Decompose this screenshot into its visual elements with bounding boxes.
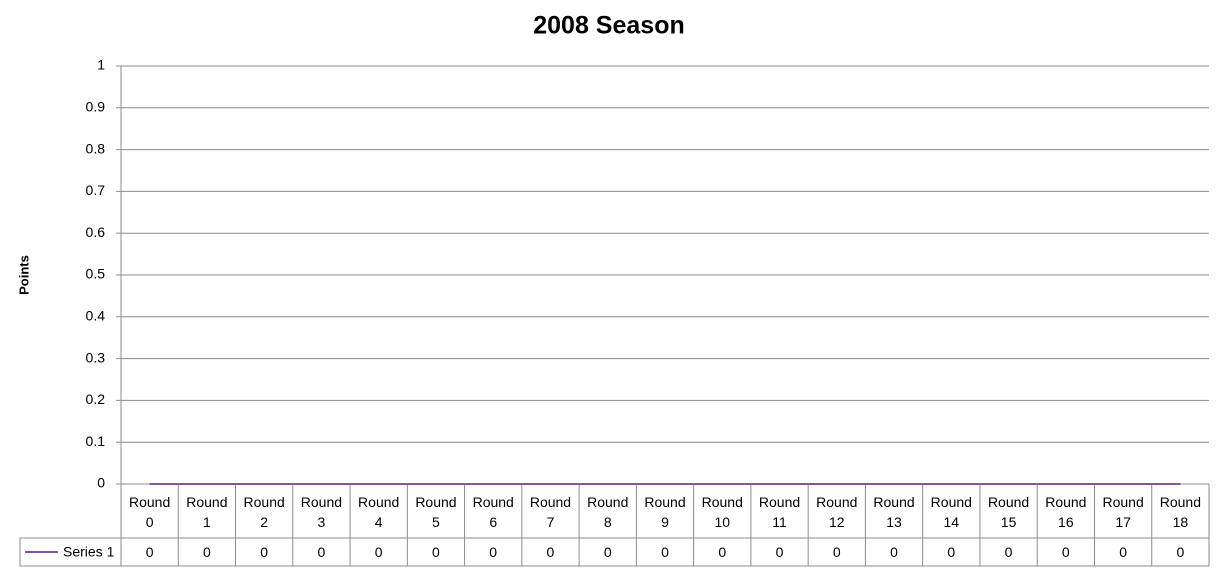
data-table-value-box: 0	[432, 544, 440, 560]
data-table-value: 0	[661, 544, 669, 560]
x-tick-label: Round 1	[186, 494, 228, 530]
x-tick-label: Round 15	[987, 494, 1030, 530]
x-tick-label: Round 17	[1102, 494, 1144, 530]
data-table-value: 0	[603, 544, 612, 560]
x-tick-label: Round 18	[1159, 494, 1201, 530]
data-table-value-box: 0	[775, 544, 784, 560]
x-tick-label: Round 7	[529, 494, 572, 530]
data-table-value: 0	[832, 544, 841, 560]
y-axis-label: Points	[16, 255, 31, 295]
x-tick-label-box: Round 6	[472, 494, 514, 530]
x-tick-label-box: Round 7	[529, 494, 572, 530]
data-table-value-box: 0	[603, 544, 612, 560]
data-table-value: 0	[890, 544, 898, 560]
y-tick-label: 0	[97, 475, 105, 491]
x-tick-label: Round 12	[816, 494, 858, 530]
y-tick-label: 0.8	[86, 140, 106, 156]
data-table-value-box: 0	[260, 544, 269, 560]
data-table-value-box: 0	[890, 544, 898, 560]
data-table-value: 0	[1004, 544, 1013, 560]
data-table-value: 0	[374, 544, 383, 560]
x-tick-label: Round 5	[415, 494, 457, 530]
data-table-value-box: 0	[718, 544, 727, 560]
data-table-value-box: 0	[1061, 544, 1070, 560]
x-tick-label-box: Round 4	[358, 494, 400, 530]
y-tick-label: 0.3	[86, 349, 106, 365]
x-tick-label: Round 4	[358, 494, 400, 530]
y-tick-label: 1	[97, 57, 105, 73]
x-tick-label: Round 2	[243, 494, 285, 530]
x-tick-label-box: Round 5	[415, 494, 457, 530]
x-tick-label-box: Round 9	[644, 494, 686, 530]
x-tick-label: Round 6	[472, 494, 514, 530]
x-tick-label-box: Round 14	[930, 494, 972, 530]
x-tick-label-box: Round 18	[1159, 494, 1201, 530]
y-tick-label: 0.5	[86, 266, 106, 282]
x-tick-label: Round 16	[1045, 494, 1087, 530]
y-tick-label: 0.9	[86, 99, 106, 115]
x-tick-label-box: Round 2	[243, 494, 285, 530]
data-table-value: 0	[317, 544, 326, 560]
data-table-value: 0	[1119, 544, 1127, 560]
x-tick-label-box: Round 16	[1045, 494, 1087, 530]
data-table-value-box: 0	[832, 544, 841, 560]
x-tick-label: Round 10	[701, 494, 743, 530]
x-tick-label: Round 13	[873, 494, 915, 530]
data-table-value-box: 0	[317, 544, 326, 560]
data-table-value: 0	[145, 544, 154, 560]
data-table-value-box: 0	[145, 544, 154, 560]
data-table-value-box: 0	[1176, 544, 1185, 560]
data-table-value: 0	[546, 544, 555, 560]
x-tick-label: Round 0	[129, 494, 171, 530]
x-tick-label-box: Round 8	[587, 494, 629, 530]
x-tick-label-box: Round 10	[701, 494, 743, 530]
x-tick-label-box: Round 17	[1102, 494, 1144, 530]
data-table-value: 0	[489, 544, 498, 560]
y-tick-label: 0.1	[86, 433, 106, 449]
data-table-value-box: 0	[947, 544, 956, 560]
x-tick-label: Round 9	[644, 494, 686, 530]
chart-title: 2008 Season	[533, 12, 685, 40]
data-table-value: 0	[718, 544, 727, 560]
data-table-value-box: 0	[489, 544, 498, 560]
y-tick-label: 0.6	[86, 224, 106, 240]
data-table-value: 0	[202, 544, 211, 560]
x-tick-label-box: Round 13	[873, 494, 915, 530]
y-tick-label: 0.7	[86, 182, 106, 198]
x-tick-label-box: Round 0	[129, 494, 171, 530]
x-tick-label: Round 3	[300, 494, 343, 530]
data-table-value: 0	[1176, 544, 1185, 560]
x-tick-label-box: Round 1	[186, 494, 228, 530]
data-table-value: 0	[432, 544, 440, 560]
data-table-value-box: 0	[202, 544, 211, 560]
y-tick-label: 0.4	[86, 308, 106, 324]
x-tick-label-box: Round 3	[300, 494, 343, 530]
x-tick-label-box: Round 15	[987, 494, 1030, 530]
data-table-value: 0	[775, 544, 784, 560]
data-table-value-box: 0	[661, 544, 669, 560]
x-tick-label: Round 11	[758, 494, 801, 530]
data-table-value-box: 0	[546, 544, 555, 560]
data-table-value: 0	[260, 544, 269, 560]
data-table-value-box: 0	[374, 544, 383, 560]
y-tick-label: 0.2	[86, 391, 106, 407]
data-table-value-box: 0	[1119, 544, 1127, 560]
legend-label: Series 1	[63, 544, 115, 560]
x-tick-label-box: Round 12	[816, 494, 858, 530]
data-table-value: 0	[1061, 544, 1070, 560]
x-tick-label: Round 14	[930, 494, 972, 530]
x-tick-label-box: Round 11	[758, 494, 801, 530]
x-tick-label: Round 8	[587, 494, 629, 530]
data-table-value-box: 0	[1004, 544, 1013, 560]
data-table-value: 0	[947, 544, 956, 560]
